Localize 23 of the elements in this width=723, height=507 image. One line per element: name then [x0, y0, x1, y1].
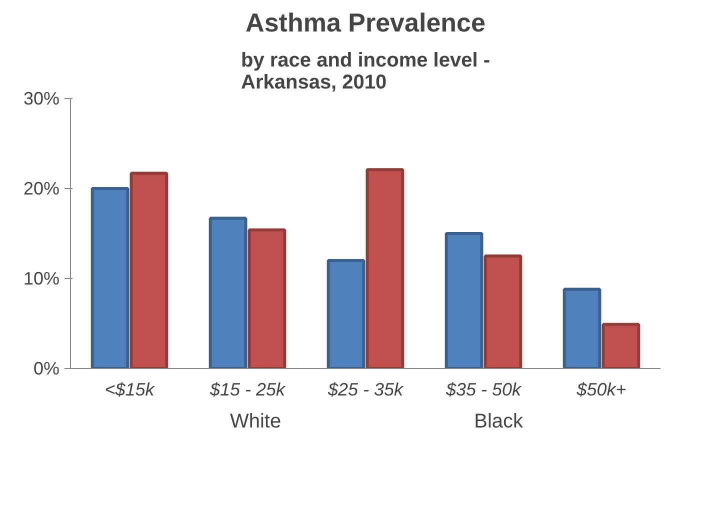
- x-tick-label: $50k+: [576, 380, 626, 400]
- chart-subtitle: by race and income level - Arkansas, 2010: [241, 50, 490, 94]
- text: White: [230, 410, 282, 434]
- x-tick-label: $35 - 50k: [444, 380, 522, 400]
- bar: [562, 288, 602, 368]
- bar: [248, 228, 286, 368]
- bar: [326, 259, 366, 368]
- bar: [444, 232, 484, 368]
- bar: [208, 216, 248, 368]
- bar: [484, 254, 522, 368]
- y-tick-label: 10%: [23, 268, 60, 288]
- bar: [602, 322, 640, 368]
- x-tick-label: <$15k: [104, 380, 156, 400]
- y-tick-label: 30%: [23, 88, 60, 108]
- x-tick-label: $25 - 35k: [326, 380, 404, 400]
- y-tick-label: 20%: [23, 178, 60, 198]
- bar: [366, 168, 404, 368]
- text: Black: [474, 410, 524, 434]
- chart-title: Asthma Prevalence: [246, 8, 486, 38]
- bar: [90, 187, 130, 368]
- y-tick-label: 0%: [33, 358, 60, 378]
- bar: [130, 172, 168, 368]
- x-tick-label: $15 - 25k: [208, 380, 286, 400]
